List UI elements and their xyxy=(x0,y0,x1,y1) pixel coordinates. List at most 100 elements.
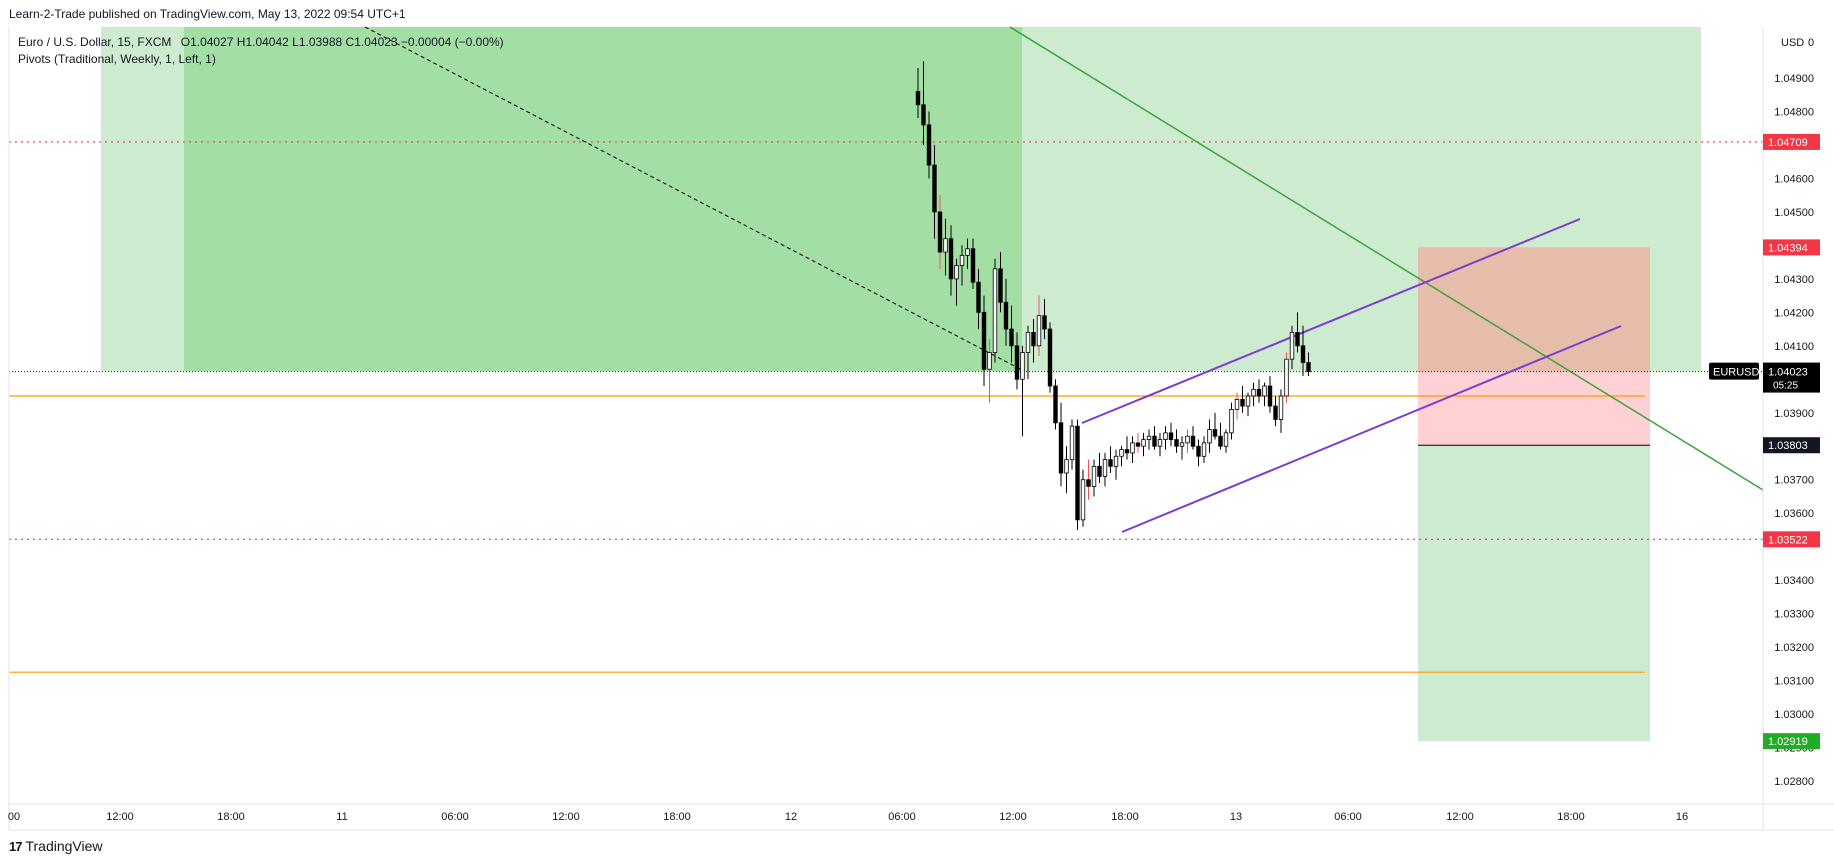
candle-body[interactable] xyxy=(1179,442,1185,447)
symbol-tag[interactable] xyxy=(1709,362,1759,380)
candle-body[interactable] xyxy=(1108,459,1113,467)
y-tick-label: 1.03300 xyxy=(1774,609,1814,621)
candle-body[interactable] xyxy=(1097,465,1102,477)
candle-body[interactable] xyxy=(1091,465,1097,487)
candle-body[interactable] xyxy=(1124,449,1130,454)
symbol-tag-text: EURUSD xyxy=(1713,367,1760,379)
candle-body[interactable] xyxy=(1201,442,1207,457)
candle-body[interactable] xyxy=(1053,385,1058,424)
candle-body[interactable] xyxy=(1295,332,1300,347)
symbol-legend[interactable]: Euro / U.S. Dollar, 15, FXCM O1.04027 H1… xyxy=(18,35,504,49)
descending-trendline[interactable] xyxy=(1009,26,1764,491)
candle-body[interactable] xyxy=(1058,422,1064,474)
stop-loss-zone[interactable] xyxy=(1418,247,1650,446)
candle-body[interactable] xyxy=(959,255,965,266)
x-tick-label: 12:00 xyxy=(552,811,580,823)
candle-body[interactable] xyxy=(1146,435,1152,440)
candle-body[interactable] xyxy=(1036,315,1042,347)
candle-body[interactable] xyxy=(1196,445,1201,457)
candle-body[interactable] xyxy=(1042,315,1047,330)
candle-body[interactable] xyxy=(1174,439,1179,447)
price-label-bg[interactable] xyxy=(1763,733,1820,750)
candle-body[interactable] xyxy=(1075,425,1080,521)
candle-body[interactable] xyxy=(970,248,976,283)
candle-body[interactable] xyxy=(965,248,970,256)
candle-body[interactable] xyxy=(932,164,937,213)
candle-body[interactable] xyxy=(1190,435,1196,447)
pivots-legend[interactable]: Pivots (Traditional, Weekly, 1, Left, 1) xyxy=(18,52,216,66)
candle-body[interactable] xyxy=(915,90,921,106)
candle-body[interactable] xyxy=(1273,405,1278,420)
y-tick-label: 1.03700 xyxy=(1774,475,1814,487)
pivots-indicator-label[interactable]: Pivots (Traditional, Weekly, 1, Left, 1) xyxy=(18,52,216,66)
candle-body[interactable] xyxy=(1240,398,1245,407)
candle-body[interactable] xyxy=(1212,429,1218,437)
candle-body[interactable] xyxy=(1003,301,1009,330)
candle-body[interactable] xyxy=(1135,442,1141,447)
candle-body[interactable] xyxy=(937,211,943,253)
candle-body[interactable] xyxy=(926,124,932,166)
projection-dashed-line[interactable] xyxy=(364,26,1025,372)
candle-body[interactable] xyxy=(1152,435,1157,447)
candle-body[interactable] xyxy=(1163,432,1168,440)
candle-body[interactable] xyxy=(1141,439,1146,447)
current-price-value: 1.04023 xyxy=(1768,367,1808,379)
x-tick-label: 06:00 xyxy=(888,811,916,823)
candle-body[interactable] xyxy=(948,238,954,280)
candle-body[interactable] xyxy=(1289,332,1295,360)
candle-body[interactable] xyxy=(1251,388,1256,397)
y-tick-label: 1.03400 xyxy=(1774,575,1814,587)
price-label-bg[interactable] xyxy=(1763,133,1820,150)
currency-label[interactable]: USD xyxy=(1781,37,1804,49)
candle-body[interactable] xyxy=(1229,409,1234,434)
candle-body[interactable] xyxy=(976,281,981,313)
candle-body[interactable] xyxy=(921,104,926,126)
candle-body[interactable] xyxy=(1278,395,1284,420)
candle-body[interactable] xyxy=(954,265,959,280)
candle-body[interactable] xyxy=(1119,449,1124,457)
channel-lower-line[interactable] xyxy=(1121,325,1622,533)
candle-body[interactable] xyxy=(1069,425,1075,461)
candle-body[interactable] xyxy=(1306,362,1311,372)
candle-body[interactable] xyxy=(987,352,992,370)
candle-body[interactable] xyxy=(1256,388,1262,397)
candle-body[interactable] xyxy=(1267,385,1273,407)
candle-body[interactable] xyxy=(1130,442,1135,454)
symbol-name[interactable]: Euro / U.S. Dollar, 15, FXCM xyxy=(18,35,172,49)
candle-body[interactable] xyxy=(1047,328,1053,387)
candle-body[interactable] xyxy=(1064,459,1069,474)
candle-body[interactable] xyxy=(1102,459,1108,477)
candle-body[interactable] xyxy=(1262,385,1267,397)
price-label-text: 1.04394 xyxy=(1768,242,1808,254)
candle-body[interactable] xyxy=(943,238,948,253)
y-tick-label: 1.04300 xyxy=(1774,274,1814,286)
candle-body[interactable] xyxy=(1031,332,1036,347)
price-label-bg[interactable] xyxy=(1763,239,1820,256)
candle-body[interactable] xyxy=(981,311,987,370)
candle-body[interactable] xyxy=(1157,439,1163,447)
candle-body[interactable] xyxy=(992,268,998,353)
current-price-tag[interactable] xyxy=(1763,362,1820,393)
candle-body[interactable] xyxy=(1020,352,1025,380)
candle-body[interactable] xyxy=(1234,398,1240,410)
candle-body[interactable] xyxy=(1207,429,1212,444)
candle-body[interactable] xyxy=(1300,345,1306,363)
candle-body[interactable] xyxy=(1025,332,1031,353)
candle-body[interactable] xyxy=(1009,328,1014,347)
price-label-bg[interactable] xyxy=(1763,437,1820,454)
candle-body[interactable] xyxy=(1014,345,1020,380)
candle-body[interactable] xyxy=(1245,395,1251,407)
candle-body[interactable] xyxy=(1168,432,1174,440)
candle-body[interactable] xyxy=(1185,435,1190,444)
take-profit-zone[interactable] xyxy=(1418,445,1650,742)
candle-body[interactable] xyxy=(998,268,1003,303)
candle-body[interactable] xyxy=(1284,358,1289,397)
candle-body[interactable] xyxy=(1113,455,1119,467)
candle-body[interactable] xyxy=(1086,479,1091,487)
candle-body[interactable] xyxy=(1223,432,1229,447)
channel-upper-line[interactable] xyxy=(1081,218,1581,424)
candle-body[interactable] xyxy=(1218,435,1223,447)
candle-body[interactable] xyxy=(1080,479,1086,521)
price-label-bg[interactable] xyxy=(1763,531,1820,548)
